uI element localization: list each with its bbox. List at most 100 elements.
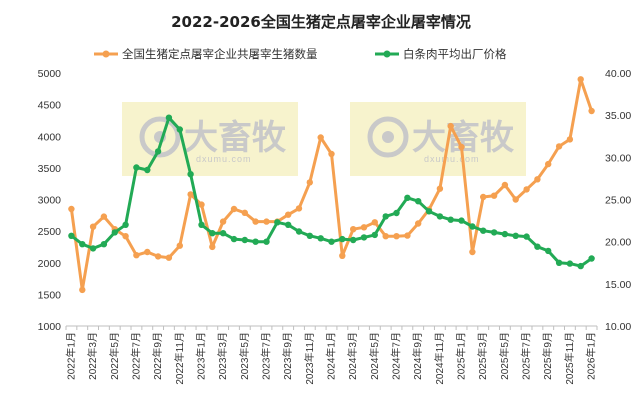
y-right-tick-label: 40.00 bbox=[605, 68, 631, 80]
data-point-1 bbox=[100, 241, 108, 248]
data-point-0 bbox=[447, 122, 454, 130]
data-point-0 bbox=[133, 252, 140, 259]
data-point-0 bbox=[382, 233, 389, 240]
series-layer bbox=[68, 76, 595, 294]
data-point-0 bbox=[79, 286, 86, 294]
data-point-1 bbox=[577, 262, 584, 270]
data-point-0 bbox=[230, 205, 238, 213]
x-tick-label: 2025年5月 bbox=[498, 332, 511, 380]
data-point-0 bbox=[100, 213, 108, 220]
legend-label-slaughter: 全国生猪定点屠宰企业共屠宰生猪数量 bbox=[122, 47, 318, 61]
data-point-0 bbox=[360, 224, 368, 231]
data-point-0 bbox=[68, 205, 75, 213]
x-tick-label: 2023年3月 bbox=[216, 332, 229, 380]
data-point-1 bbox=[154, 148, 162, 155]
x-tick-label: 2022年9月 bbox=[151, 332, 164, 380]
data-point-0 bbox=[328, 150, 335, 158]
data-point-0 bbox=[252, 218, 259, 225]
data-point-1 bbox=[187, 171, 194, 178]
x-tick-label: 2026年1月 bbox=[585, 332, 598, 380]
x-tick-label: 2024年7月 bbox=[390, 332, 403, 380]
data-point-1 bbox=[425, 208, 433, 215]
data-point-1 bbox=[219, 230, 227, 237]
y-left-tick-label: 5000 bbox=[38, 68, 62, 80]
y-left-tick-label: 2000 bbox=[38, 258, 62, 270]
data-point-1 bbox=[209, 230, 216, 237]
data-point-0 bbox=[545, 160, 552, 168]
data-point-1 bbox=[371, 231, 378, 239]
data-point-1 bbox=[68, 232, 75, 239]
x-tick-label: 2023年5月 bbox=[238, 332, 251, 380]
legend-item-price: 白条肉平均出厂价格 bbox=[375, 47, 507, 61]
data-point-1 bbox=[306, 232, 313, 239]
legend-marker-price bbox=[383, 50, 391, 58]
x-tick-label: 2023年11月 bbox=[303, 332, 316, 385]
x-tick-label: 2025年1月 bbox=[455, 332, 468, 380]
x-tick-label: 2024年9月 bbox=[411, 332, 424, 380]
data-point-0 bbox=[122, 233, 129, 240]
data-point-1 bbox=[469, 223, 476, 230]
watermark-left-url: dxumu.com bbox=[196, 154, 252, 164]
data-point-0 bbox=[458, 143, 465, 151]
data-point-1 bbox=[566, 260, 574, 267]
watermark-right-brand: 大畜牧 bbox=[412, 118, 515, 157]
legend-label-price: 白条肉平均出厂价格 bbox=[403, 47, 507, 61]
x-tick-label: 2022年1月 bbox=[64, 332, 77, 380]
data-point-0 bbox=[393, 233, 400, 240]
watermark-right-logo bbox=[367, 116, 409, 158]
data-point-1 bbox=[382, 213, 389, 220]
x-tick-label: 2022年7月 bbox=[129, 332, 142, 380]
data-point-1 bbox=[176, 126, 183, 133]
data-point-1 bbox=[490, 229, 498, 236]
watermark-right-url: dxumu.com bbox=[424, 154, 480, 164]
x-tick-label: 2024年5月 bbox=[368, 332, 381, 380]
y-right-tick-label: 30.00 bbox=[605, 152, 631, 164]
data-point-0 bbox=[144, 248, 151, 256]
data-point-1 bbox=[523, 233, 530, 240]
y-left-tick-label: 2500 bbox=[38, 226, 62, 238]
data-point-1 bbox=[295, 228, 303, 235]
x-tick-label: 2025年9月 bbox=[541, 332, 554, 380]
data-point-1 bbox=[588, 255, 595, 262]
y-right-tick-label: 20.00 bbox=[605, 237, 631, 249]
data-point-0 bbox=[371, 219, 378, 226]
data-point-0 bbox=[176, 242, 183, 249]
data-point-1 bbox=[360, 234, 368, 241]
data-point-1 bbox=[165, 114, 173, 121]
x-tick-label: 2022年11月 bbox=[173, 332, 186, 385]
data-point-0 bbox=[263, 218, 270, 225]
data-point-0 bbox=[350, 226, 357, 233]
data-point-1 bbox=[501, 230, 509, 238]
data-point-1 bbox=[545, 247, 552, 255]
data-point-1 bbox=[404, 194, 411, 201]
data-point-1 bbox=[512, 232, 519, 239]
data-point-1 bbox=[350, 236, 357, 244]
data-point-1 bbox=[317, 235, 324, 242]
y-right-tick-label: 35.00 bbox=[605, 110, 631, 122]
data-point-0 bbox=[187, 191, 194, 198]
data-point-0 bbox=[198, 201, 205, 208]
y-left-tick-label: 3500 bbox=[38, 163, 62, 175]
data-point-1 bbox=[480, 227, 487, 234]
data-point-0 bbox=[480, 193, 487, 201]
watermark-right-logo-dot bbox=[382, 131, 394, 143]
data-point-0 bbox=[285, 211, 292, 218]
series-1 bbox=[68, 114, 595, 270]
x-tick-label: 2023年1月 bbox=[194, 332, 207, 380]
data-point-1 bbox=[339, 235, 346, 243]
data-point-0 bbox=[295, 205, 303, 212]
data-point-0 bbox=[588, 107, 595, 115]
data-point-1 bbox=[415, 198, 422, 205]
data-point-0 bbox=[306, 179, 313, 186]
data-point-1 bbox=[89, 245, 97, 252]
data-point-0 bbox=[339, 252, 346, 259]
data-point-1 bbox=[252, 238, 259, 245]
x-tick-label: 2024年3月 bbox=[346, 332, 359, 380]
data-point-0 bbox=[534, 176, 541, 183]
y-right-tick-label: 25.00 bbox=[605, 195, 631, 207]
data-point-1 bbox=[436, 213, 444, 220]
watermark-right-box bbox=[350, 102, 526, 176]
data-point-1 bbox=[263, 238, 270, 245]
data-point-0 bbox=[241, 209, 248, 216]
